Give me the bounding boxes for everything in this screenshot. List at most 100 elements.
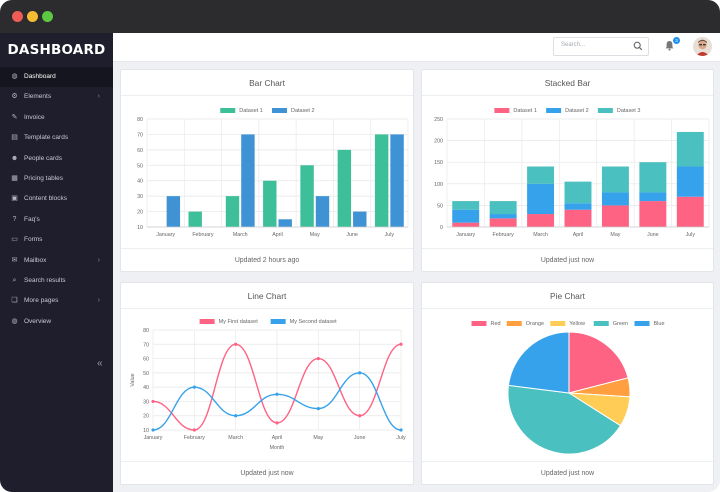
user-avatar[interactable] (693, 37, 712, 56)
x-tick-label: May (313, 435, 323, 441)
x-tick-label: April (272, 232, 283, 238)
data-point (192, 385, 196, 389)
sidebar-item-dashboard[interactable]: ◍ Dashboard (0, 67, 113, 88)
forms-icon: ▭ (11, 236, 18, 244)
pie-slice (568, 331, 629, 394)
x-tick-label: February (493, 232, 515, 238)
sidebar-item-label: Elements (24, 93, 52, 101)
stacked-bar-segment (676, 131, 704, 167)
maximize-window-button[interactable] (42, 11, 53, 22)
data-point (151, 399, 155, 404)
x-tick-label: February (184, 435, 206, 441)
y-tick-label: 20 (137, 210, 143, 216)
sidebar-item-pricing-tables[interactable]: ▦ Pricing tables (0, 169, 113, 189)
sidebar-item-label: More pages (24, 297, 59, 305)
legend-swatch (471, 321, 487, 326)
pie-chart-footer: Updated just now (422, 461, 713, 484)
bar (390, 134, 404, 227)
data-point (399, 428, 403, 432)
legend-label: Red (491, 321, 501, 327)
sidebar-item-forms[interactable]: ▭ Forms (0, 230, 113, 250)
sidebar-item-elements[interactable]: ⚙ Elements › (0, 87, 113, 107)
mailbox-icon: ✉ (11, 256, 18, 264)
chevron-right-icon[interactable]: › (97, 256, 100, 264)
sidebar-item-faq-s[interactable]: ? Faq's (0, 210, 113, 230)
legend-label: My Second dataset (290, 319, 338, 325)
y-tick-label: 70 (143, 342, 149, 348)
x-tick-label: January (144, 435, 163, 441)
y-tick-label: 10 (137, 225, 143, 231)
legend-label: Orange (526, 321, 544, 327)
y-tick-label: 200 (434, 139, 443, 145)
legend-label: My First dataset (219, 319, 259, 325)
legend-swatch (494, 108, 510, 113)
sidebar-item-label: Template cards (24, 134, 69, 142)
bell-icon[interactable] (665, 40, 674, 51)
bar (241, 134, 255, 227)
sidebar-item-label: Search results (24, 276, 66, 284)
x-tick-label: March (228, 435, 243, 441)
x-tick-label: June (647, 232, 659, 238)
double-chevron-left-icon[interactable]: « (97, 358, 103, 369)
search-input[interactable]: Search... (553, 37, 649, 56)
sidebar-item-people-cards[interactable]: ☻ People cards (0, 149, 113, 169)
sidebar-item-label: People cards (24, 154, 62, 162)
chevron-right-icon[interactable]: › (97, 93, 100, 101)
x-tick-label: July (396, 435, 406, 441)
app-title[interactable]: DASHBOARD (7, 42, 106, 58)
overview-icon: ◍ (11, 317, 18, 325)
stacked-bar-segment (452, 201, 480, 210)
sidebar-item-template-cards[interactable]: ▤ Template cards (0, 128, 113, 148)
sidebar-item-content-blocks[interactable]: ▣ Content blocks (0, 189, 113, 209)
sidebar-item-search-results[interactable]: ⌕ Search results (0, 271, 113, 291)
bar-chart-title: Bar Chart (121, 70, 413, 96)
y-tick-label: 80 (143, 328, 149, 334)
y-tick-label: 150 (434, 160, 443, 166)
bar (263, 180, 277, 227)
pie-slice (507, 384, 622, 455)
minimize-window-button[interactable] (27, 11, 38, 22)
sidebar-item-invoice[interactable]: ✎ Invoice (0, 108, 113, 128)
x-tick-label: July (686, 232, 696, 238)
x-tick-label: June (346, 232, 358, 238)
x-tick-label: January (456, 232, 475, 238)
data-point (275, 421, 279, 425)
sidebar-item-label: Overview (24, 317, 52, 325)
sidebar-item-label: Pricing tables (24, 174, 64, 182)
x-tick-label: May (610, 232, 620, 238)
y-tick-label: 30 (137, 194, 143, 200)
x-tick-label: January (156, 232, 175, 238)
y-tick-label: 40 (143, 385, 149, 391)
stacked-bar-segment (601, 192, 629, 206)
data-point (316, 406, 320, 411)
legend-swatch (199, 319, 215, 324)
stacked-bar-title: Stacked Bar (422, 70, 713, 96)
sidebar-item-overview[interactable]: ◍ Overview (0, 312, 113, 332)
close-window-button[interactable] (12, 11, 23, 22)
chevron-right-icon[interactable]: › (97, 297, 100, 305)
question-icon: ? (12, 215, 17, 223)
blocks-icon: ▣ (11, 195, 18, 203)
line-chart-card: Line Chart My First dataset My Second dat… (120, 282, 414, 485)
sidebar-item-mailbox[interactable]: ✉ Mailbox › (0, 251, 113, 271)
stacked-bar-segment (676, 196, 704, 227)
line-chart-footer: Updated just now (121, 461, 413, 484)
stacked-bar-footer: Updated just now (422, 248, 713, 271)
sidebar-item-more-pages[interactable]: ❏ More pages › (0, 291, 113, 311)
pie-chart-title: Pie Chart (422, 283, 713, 309)
pie-chart-card: Pie Chart Red Orange Yellow Green Blue Updat… (421, 282, 714, 485)
bar (300, 165, 314, 227)
sidebar-item-label: Forms (24, 236, 43, 244)
search-icon[interactable] (633, 41, 643, 51)
x-tick-label: June (354, 435, 366, 441)
stacked-bar-segment (639, 162, 667, 193)
stacked-bar-segment (639, 201, 667, 227)
stacked-bar-segment (564, 203, 592, 210)
stacked-bar-segment (676, 166, 704, 197)
data-point (358, 414, 362, 418)
y-tick-label: 20 (143, 414, 149, 420)
data-point (358, 371, 362, 375)
stacked-bar-segment (601, 205, 629, 227)
y-tick-label: 60 (137, 148, 143, 154)
sidebar-item-label: Faq's (24, 215, 40, 223)
